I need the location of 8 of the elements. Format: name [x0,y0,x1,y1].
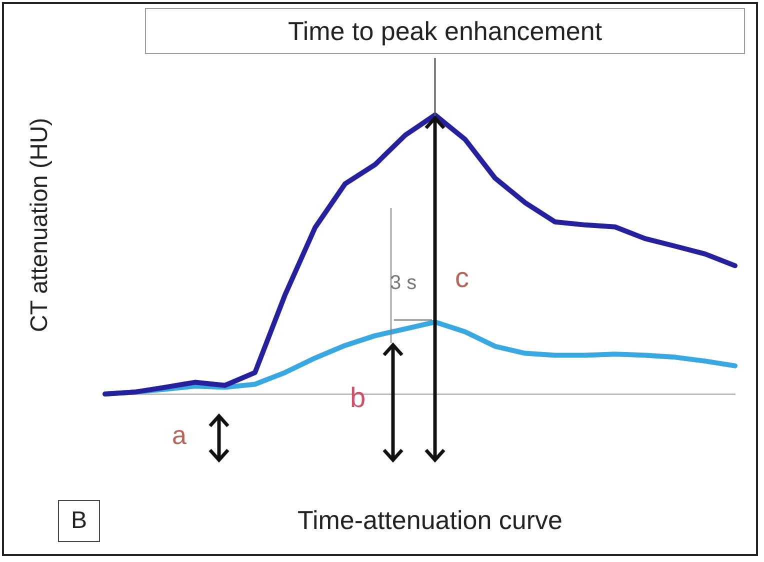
annotation: c [455,262,469,294]
chart-title: Time to peak enhancement [145,8,745,54]
annotation: 3 s [390,272,417,295]
y-axis-title: CT attenuation (HU) [26,118,54,332]
text: a [172,420,186,451]
x-axis-title: Time-attenuation curve [298,505,562,536]
annotation: b [350,382,366,414]
text: B [58,500,100,542]
